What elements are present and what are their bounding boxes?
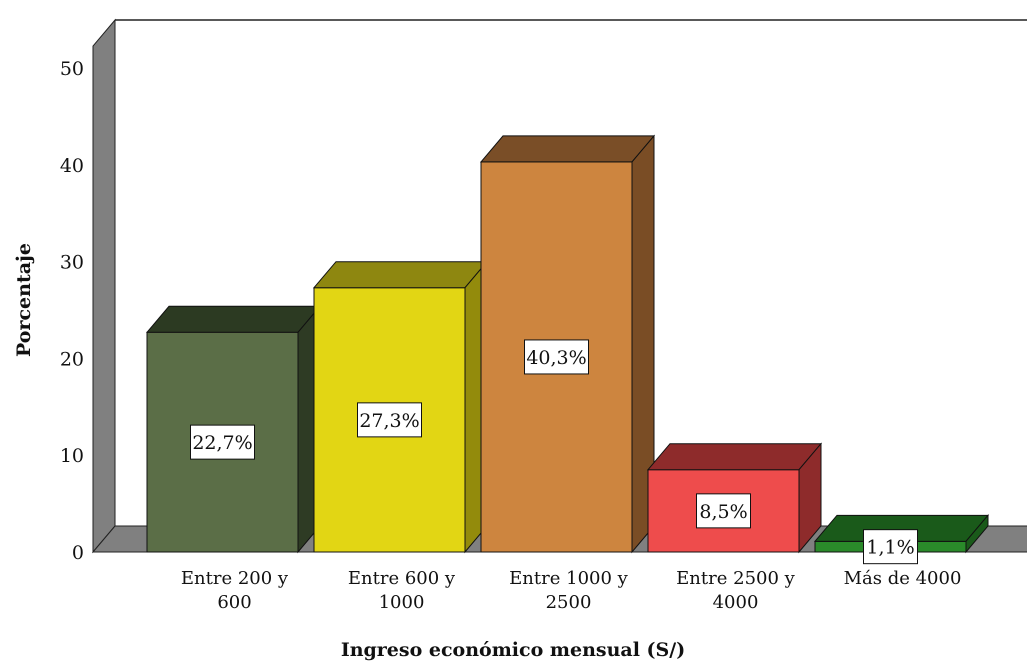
- data-label-box: [524, 339, 589, 375]
- x-axis-categories: Entre 200 y 600 Entre 600 y 1000 Entre 1000 …: [181, 568, 962, 613]
- data-label: 22,7%: [190, 424, 255, 460]
- x-tick-label-line: Entre 200 y: [181, 568, 289, 589]
- data-label-box: [357, 402, 422, 438]
- y-tick-label: 50: [60, 58, 84, 80]
- x-tick-label-line: Entre 1000 y: [509, 568, 628, 589]
- y-tick-label: 20: [60, 348, 84, 370]
- x-tick-label-line: 600: [217, 592, 251, 613]
- data-label: 40,3%: [524, 339, 589, 375]
- bar-side: [798, 442, 822, 554]
- bar: [312, 260, 489, 554]
- bar-side: [965, 513, 989, 554]
- x-tick-label: Entre 1000 y 2500: [509, 568, 628, 613]
- x-tick-label-line: 4000: [713, 592, 759, 613]
- data-label: 1,1%: [863, 529, 918, 565]
- x-tick-label: Más de 4000: [844, 568, 962, 589]
- y-tick-label: 40: [60, 155, 84, 177]
- y-axis-ticks: 0 10 20 30 40 50: [60, 58, 84, 564]
- bar-top: [646, 443, 823, 471]
- y-tick-label: 10: [60, 445, 84, 467]
- y-axis-title: Porcentaje: [13, 243, 35, 357]
- data-label-box: [190, 424, 255, 460]
- y-tick-label: 0: [72, 542, 84, 564]
- data-label-box: [863, 529, 918, 565]
- x-tick-label-line: Más de 4000: [844, 568, 962, 589]
- data-label-text: 8,5%: [699, 501, 747, 523]
- bar-top: [145, 305, 322, 333]
- data-label: 8,5%: [696, 493, 751, 529]
- y-tick-label: 30: [60, 252, 84, 274]
- bar-top: [479, 135, 656, 163]
- x-axis-title: Ingreso económico mensual (S/): [341, 639, 685, 661]
- data-label-text: 1,1%: [866, 537, 914, 559]
- x-tick-label-line: 2500: [546, 592, 592, 613]
- x-tick-label: Entre 200 y 600: [181, 568, 289, 613]
- x-tick-label-line: Entre 600 y: [348, 568, 456, 589]
- x-tick-label: Entre 600 y 1000: [348, 568, 456, 613]
- data-label-text: 27,3%: [359, 410, 419, 432]
- data-label: 27,3%: [357, 402, 422, 438]
- data-label-text: 40,3%: [526, 347, 586, 369]
- x-tick-label: Entre 2500 y 4000: [676, 568, 795, 613]
- side-wall: [92, 18, 116, 554]
- x-tick-label-line: Entre 2500 y: [676, 568, 795, 589]
- data-label-text: 22,7%: [192, 432, 252, 454]
- bar-top: [312, 261, 489, 289]
- x-tick-label-line: 1000: [379, 592, 425, 613]
- data-labels: 22,7% 27,3% 40,3% 8,5% 1,1%: [190, 339, 918, 565]
- data-label-box: [696, 493, 751, 529]
